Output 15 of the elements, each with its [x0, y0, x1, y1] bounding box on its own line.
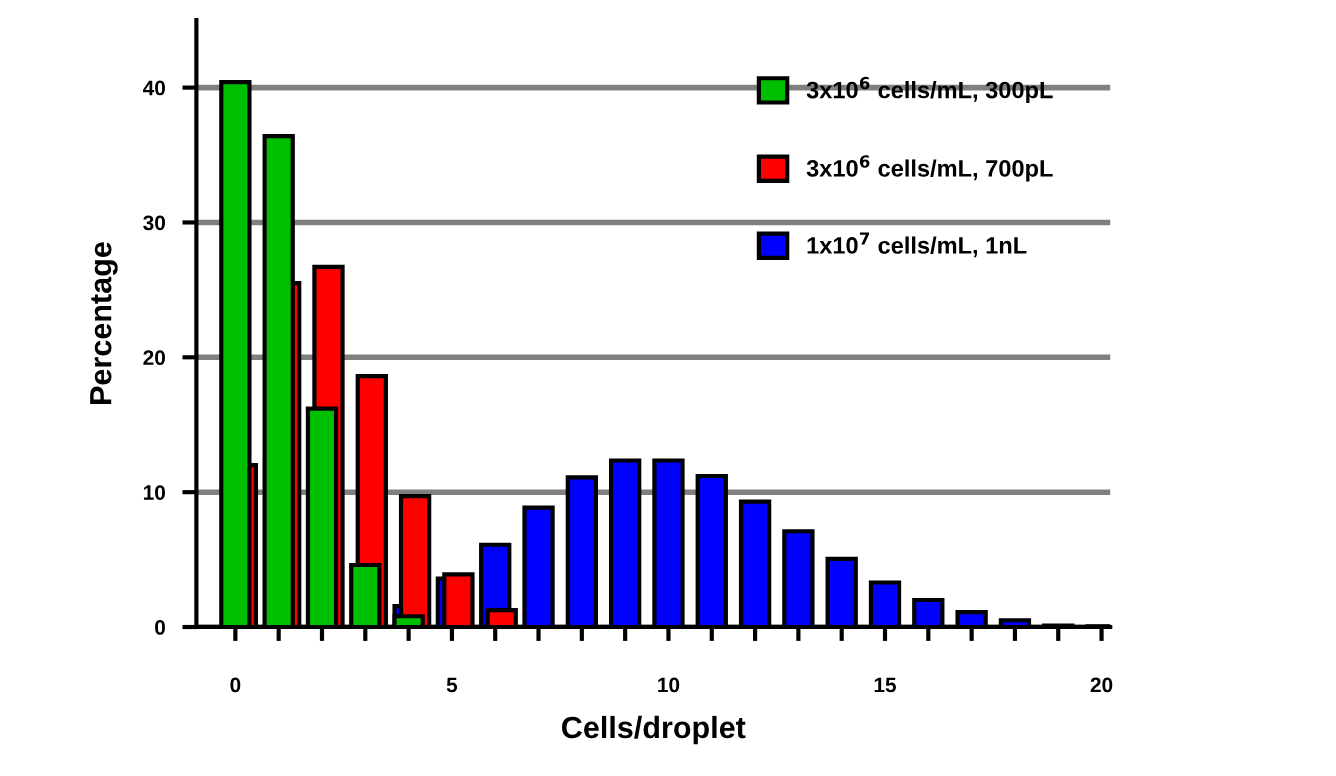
- y-tick-label: 20: [143, 350, 165, 366]
- x-tick-label: 10: [658, 677, 680, 693]
- legend-label: 1x10$^{7}$ cells/mL, 1nL: [807, 232, 1027, 258]
- legend-label: 3x10$^{6}$ cells/mL, 300pL: [806, 76, 1053, 104]
- x-tick-label: 5: [446, 677, 458, 693]
- y-tick-label: 30: [143, 215, 165, 231]
- x-tick-label: 0: [230, 677, 241, 693]
- x-tick-label: 15: [874, 677, 897, 693]
- legend-label: 3x10$^{6}$ cells/mL, 700pL: [806, 155, 1053, 182]
- y-tick-label: 10: [143, 485, 165, 500]
- x-axis-title: Cells/droplet: [562, 715, 746, 745]
- y-tick-label: 40: [142, 80, 165, 96]
- x-tick-label: 20: [1090, 677, 1113, 693]
- y-tick-label: 0: [155, 620, 165, 635]
- y-axis-title: Percentage: [90, 242, 118, 404]
